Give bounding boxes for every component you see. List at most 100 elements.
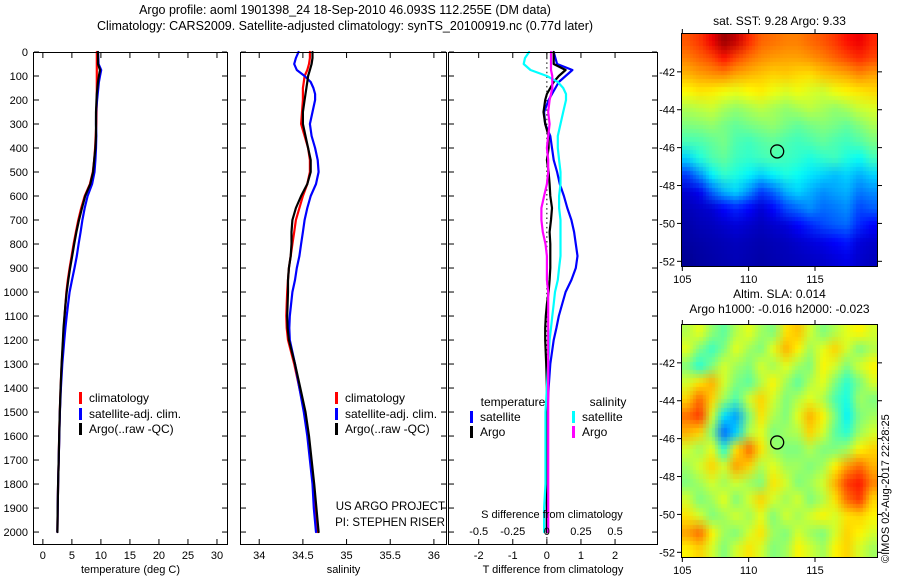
float-position-marker xyxy=(770,144,785,159)
lat-tick-label: -42 xyxy=(659,67,675,79)
lat-tick-label: -48 xyxy=(659,181,675,193)
lon-tick-label: 110 xyxy=(740,565,758,577)
lat-tick-label: -50 xyxy=(659,509,675,521)
depth-tick-label: 2000 xyxy=(4,527,28,539)
lat-tick-label: -42 xyxy=(659,358,675,370)
s-tick-label: 0.5 xyxy=(607,526,622,538)
depth-tick-label: 1500 xyxy=(4,407,28,419)
legend-item: Argo(..raw -QC) xyxy=(335,422,437,438)
lat-tick-label: -44 xyxy=(659,105,675,117)
climatology-swatch xyxy=(79,392,82,404)
x-tick-label: 15 xyxy=(124,550,136,562)
s-axis-label: S difference from climatology xyxy=(481,509,623,521)
x-tick-label: 2 xyxy=(612,550,618,562)
x-tick-label: 1 xyxy=(578,550,584,562)
map-frame xyxy=(681,324,878,558)
legend-item: satellite xyxy=(572,410,623,424)
legend-label: climatology xyxy=(89,391,150,405)
depth-tick-label: 1300 xyxy=(4,359,28,371)
legend-item: satellite-adj. clim. xyxy=(79,407,181,423)
sst-heatmap-canvas xyxy=(681,33,878,267)
legend-label: Argo xyxy=(582,425,608,439)
x-tick-label: 35.5 xyxy=(380,550,401,562)
x-tick-label: 36 xyxy=(428,550,440,562)
depth-tick-label: 900 xyxy=(10,263,28,275)
difference_profile-plot: -2 -1 0 1 2 T difference from climatology S di… xyxy=(448,50,658,576)
temperature_profile-series-Argo-raw-QC- xyxy=(56,50,102,534)
legend-label: Argo xyxy=(480,425,506,439)
depth-tick-label: 100 xyxy=(10,71,28,83)
difference_profile-series-salinity-Argo xyxy=(540,50,554,534)
legend-label: satellite xyxy=(480,410,521,424)
x-axis-label: temperature (deg C) xyxy=(81,564,180,576)
x-tick-label: -2 xyxy=(474,550,484,562)
salinity-profile-panel: climatology satellite-adj. clim. Argo(..… xyxy=(240,50,447,576)
temperature_profile-plot: 0 5 10 15 20 25 300100200300400500600700800900… xyxy=(4,47,228,576)
lat-tick-label: -50 xyxy=(659,218,675,230)
temperature-profile-panel: climatology satellite-adj. clim. Argo(..… xyxy=(4,47,228,576)
depth-tick-label: 300 xyxy=(10,119,28,131)
salinity_profile-plot: 34 34.5 35 35.5 36 salinity xyxy=(240,50,447,576)
legend-label: Argo(..raw -QC) xyxy=(345,422,430,436)
temperature-legend-header: temperature xyxy=(480,395,546,409)
x-tick-label: 5 xyxy=(69,550,75,562)
sla-map-title-line1: Altim. SLA: 0.014 xyxy=(733,287,826,301)
s-argo-swatch xyxy=(572,426,575,438)
axes-frame xyxy=(33,52,228,545)
satellite-adj-swatch xyxy=(335,407,338,420)
s-tick-label: 0.25 xyxy=(570,526,591,538)
lat-tick-label: -44 xyxy=(659,396,675,408)
project-annotation: US ARGO PROJECT xyxy=(335,501,445,513)
legend-item: Argo xyxy=(470,425,505,439)
salinity-legend-header: salinity xyxy=(589,395,627,409)
axes-frame xyxy=(240,52,447,545)
sla_map-overlay: 105 110 115 -42 -44 -46 -48 -50 -52 xyxy=(659,320,882,577)
depth-tick-label: 1400 xyxy=(4,383,28,395)
depth-tick-label: 1100 xyxy=(4,311,28,323)
x-tick-label: 0 xyxy=(40,550,46,562)
temperature_profile-series-satellite-adj-clim- xyxy=(56,50,103,534)
depth-tick-label: 600 xyxy=(10,191,28,203)
lon-tick-label: 115 xyxy=(806,274,824,286)
salinity_profile-series-Argo-raw-QC- xyxy=(286,50,320,534)
x-tick-label: 35 xyxy=(340,550,352,562)
legend-label: satellite-adj. clim. xyxy=(89,406,182,421)
legend-item: climatology xyxy=(335,391,437,407)
depth-tick-label: 700 xyxy=(10,215,28,227)
depth-tick-label: 0 xyxy=(22,47,28,59)
x-tick-label: 10 xyxy=(95,550,107,562)
depth-tick-label: 500 xyxy=(10,167,28,179)
sla-map-title-line2: Argo h1000: -0.016 h2000: -0.023 xyxy=(689,302,870,316)
s-tick-label: -0.5 xyxy=(469,526,488,538)
x-tick-label: -1 xyxy=(508,550,518,562)
lat-tick-label: -46 xyxy=(659,434,675,446)
x-axis-label: salinity xyxy=(327,564,361,576)
depth-tick-label: 1200 xyxy=(4,335,28,347)
salinity-legend: climatology satellite-adj. clim. Argo(..… xyxy=(335,391,437,438)
x-tick-label: 20 xyxy=(153,550,165,562)
x-tick-label: 25 xyxy=(182,550,194,562)
legend-item: satellite-adj. clim. xyxy=(335,407,437,423)
depth-tick-label: 1700 xyxy=(4,455,28,467)
difference_profile-series-salinity-satellite xyxy=(522,50,568,534)
depth-tick-label: 800 xyxy=(10,239,28,251)
legend-item: satellite xyxy=(470,410,521,424)
depth-tick-label: 1600 xyxy=(4,431,28,443)
figure-title-line2: Climatology: CARS2009. Satellite-adjuste… xyxy=(96,19,594,33)
legend-label: satellite xyxy=(582,410,623,424)
sla-heatmap-canvas xyxy=(681,324,878,558)
climatology-swatch xyxy=(335,392,338,404)
sla-map-panel: 105 110 115 -42 -44 -46 -48 -50 -52 xyxy=(659,320,882,577)
lat-tick-label: -46 xyxy=(659,143,675,155)
legend-item: Argo xyxy=(572,425,607,439)
depth-tick-label: 200 xyxy=(10,95,28,107)
s-tick-label: -0.25 xyxy=(500,526,525,538)
x-tick-label: 34.5 xyxy=(292,550,313,562)
legend-label: satellite-adj. clim. xyxy=(345,406,438,421)
map-frame xyxy=(681,33,878,267)
s-tick-label: 0 xyxy=(544,526,550,538)
temperature-legend: climatology satellite-adj. clim. Argo(..… xyxy=(79,391,181,438)
legend-item: climatology xyxy=(79,391,181,407)
axes-frame xyxy=(448,52,658,545)
float-position-marker xyxy=(770,435,785,450)
